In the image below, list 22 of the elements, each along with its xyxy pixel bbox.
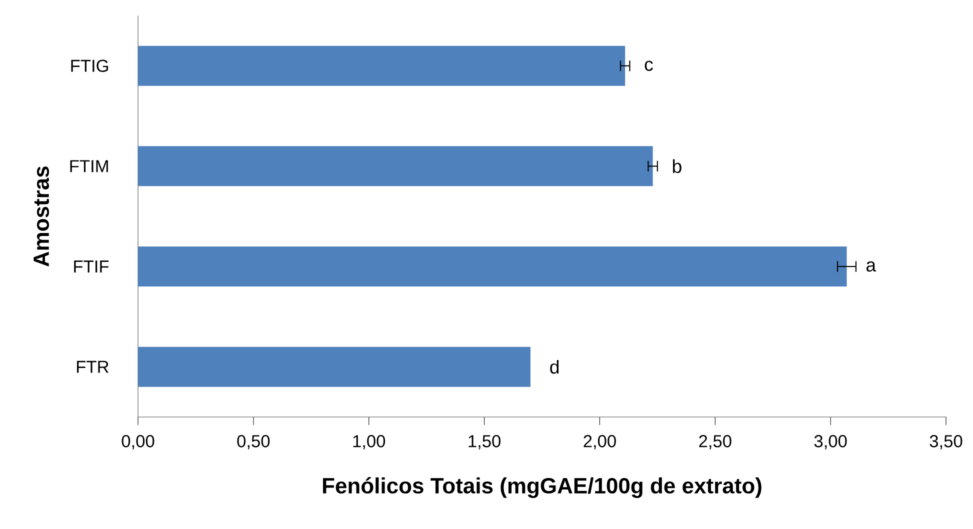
bar (138, 246, 847, 286)
x-axis-title: Fenólicos Totais (mgGAE/100g de extrato) (323, 477, 762, 498)
x-tick-label: 0,50 (237, 435, 270, 450)
bar (138, 346, 530, 387)
x-tick-label: 2,50 (699, 435, 732, 450)
y-tick-label: FTR (77, 360, 108, 373)
y-tick-label: FTIM (70, 160, 108, 172)
annotation: a (866, 261, 876, 272)
x-tick-label: 0,00 (122, 435, 154, 450)
y-tick-label: FTIF (74, 260, 109, 272)
bar (138, 146, 653, 186)
x-tick-label: 1,00 (353, 435, 386, 450)
y-axis-title: Amostras (34, 166, 50, 267)
x-tick-label: 1,50 (468, 435, 500, 450)
x-tick-label: 3,00 (814, 435, 847, 450)
x-tick-label: 2,00 (584, 435, 616, 450)
bar (138, 46, 626, 86)
annotation: c (644, 60, 653, 71)
x-tick-label: 3,50 (930, 435, 962, 450)
y-tick-label: FTIG (71, 60, 108, 72)
annotation: d (550, 360, 559, 374)
annotation: b (672, 159, 682, 174)
